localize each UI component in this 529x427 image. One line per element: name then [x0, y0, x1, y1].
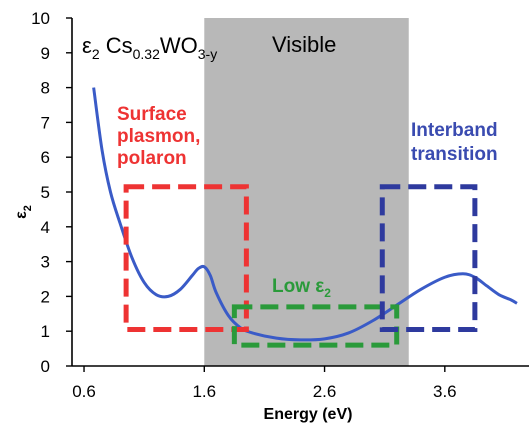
green-box — [231, 304, 400, 348]
y-tick-label: 7 — [41, 113, 50, 132]
x-tick-label: 0.6 — [72, 382, 96, 401]
y-tick-label: 8 — [41, 79, 50, 98]
visible-label: Visible — [272, 32, 336, 57]
y-tick-label: 1 — [41, 322, 50, 341]
y-tick-label: 9 — [41, 44, 50, 63]
formula-cs-sub: 0.32 — [133, 46, 160, 62]
y-tick-label: 6 — [41, 148, 50, 167]
surface-plasmon-label-line: plasmon, — [117, 126, 200, 147]
formula-wo-sub: 3-y — [198, 46, 217, 62]
interband-label-line: transition — [411, 144, 498, 165]
y-axis-title-sub: 2 — [22, 205, 34, 211]
x-tick-label: 1.6 — [192, 382, 216, 401]
formula-eps-sub: 2 — [92, 46, 100, 62]
x-tick-label: 2.6 — [313, 382, 337, 401]
interband-label-line: Interband — [411, 120, 498, 141]
formula-eps: ε — [82, 33, 92, 58]
low-eps-main: Low ε — [272, 276, 324, 297]
y-tick-label: 10 — [31, 9, 50, 28]
y-tick-label: 0 — [41, 357, 50, 376]
x-tick-label: 3.6 — [433, 382, 457, 401]
low-eps-sub: 2 — [324, 286, 331, 300]
low-eps-label: Low ε2 — [272, 276, 331, 300]
surface-plasmon-label-line: Surface — [117, 104, 187, 125]
y-tick-label: 3 — [41, 253, 50, 272]
annotation-layer: ε2 Cs0.32WO3-y VisibleSurfaceplasmon,pola… — [82, 32, 498, 300]
formula-label: ε2 Cs0.32WO3-y — [82, 33, 217, 62]
blue-box — [379, 184, 478, 332]
formula-wo: WO — [160, 33, 198, 58]
y-axis-title: ε2 — [13, 205, 34, 219]
box-layer — [123, 184, 478, 348]
y-tick-label: 4 — [41, 218, 50, 237]
y-tick-label: 5 — [41, 183, 50, 202]
formula-cs: Cs — [100, 33, 133, 58]
y-axis-title-main: ε — [13, 211, 30, 219]
x-axis-title: Energy (eV) — [264, 406, 353, 423]
y-tick-label: 2 — [41, 287, 50, 306]
red-box — [123, 184, 249, 332]
surface-plasmon-label-line: polaron — [117, 148, 187, 169]
